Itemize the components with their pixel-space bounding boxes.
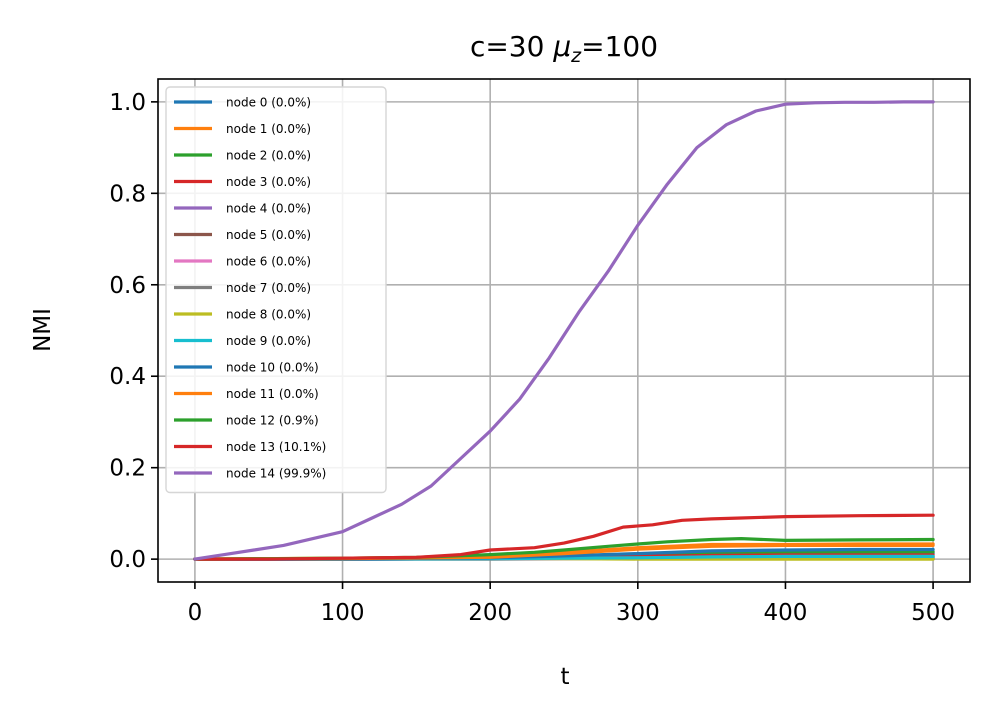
legend-label: node 10 (0.0%) bbox=[226, 361, 319, 375]
legend-label: node 0 (0.0%) bbox=[226, 96, 311, 110]
x-tick-label: 100 bbox=[321, 600, 365, 626]
x-tick-label: 300 bbox=[616, 600, 660, 626]
chart-title: c=30 μz=100 bbox=[470, 30, 658, 67]
legend-label: node 4 (0.0%) bbox=[226, 202, 311, 216]
legend-label: node 11 (0.0%) bbox=[226, 387, 319, 401]
series-line-node-13 bbox=[193, 513, 935, 561]
legend: node 0 (0.0%) node 1 (0.0%) node 2 (0.0%) n… bbox=[165, 86, 387, 494]
y-axis-label: NMI bbox=[30, 308, 56, 352]
legend-label: node 3 (0.0%) bbox=[226, 175, 311, 189]
legend-label: node 12 (0.9%) bbox=[226, 414, 319, 428]
x-axis-label: t bbox=[560, 664, 569, 690]
legend-label: node 13 (10.1%) bbox=[226, 440, 326, 454]
x-tick-label: 400 bbox=[764, 600, 808, 626]
y-tick-label: 0.0 bbox=[109, 547, 146, 573]
axis-ticks: 0 100 200 300 400 500 0.0 0.2 0.4 0.6 0.8 1.0 bbox=[109, 90, 955, 626]
y-tick-label: 0.2 bbox=[109, 456, 146, 482]
y-tick-label: 0.4 bbox=[109, 364, 146, 390]
x-tick-label: 0 bbox=[188, 600, 203, 626]
title-sub: z bbox=[570, 45, 582, 67]
title-mu: μ bbox=[552, 30, 571, 63]
title-main: c=30 bbox=[470, 30, 553, 63]
series-lines bbox=[193, 100, 935, 561]
legend-label: node 9 (0.0%) bbox=[226, 334, 311, 348]
y-tick-label: 0.6 bbox=[109, 273, 146, 299]
legend-label: node 14 (99.9%) bbox=[226, 467, 326, 481]
x-tick-label: 500 bbox=[911, 600, 955, 626]
series-line-node-14 bbox=[193, 100, 935, 561]
legend-label: node 5 (0.0%) bbox=[226, 228, 311, 242]
legend-label: node 8 (0.0%) bbox=[226, 308, 311, 322]
legend-label: node 6 (0.0%) bbox=[226, 255, 311, 269]
plot-area-frame bbox=[157, 78, 971, 583]
legend-label: node 7 (0.0%) bbox=[226, 281, 311, 295]
y-tick-label: 0.8 bbox=[109, 181, 146, 207]
y-tick-label: 1.0 bbox=[109, 90, 146, 116]
x-tick-label: 200 bbox=[468, 600, 512, 626]
legend-box bbox=[165, 86, 387, 494]
title-rest: =100 bbox=[581, 30, 658, 63]
legend-label: node 1 (0.0%) bbox=[226, 122, 311, 136]
legend-label: node 2 (0.0%) bbox=[226, 149, 311, 163]
